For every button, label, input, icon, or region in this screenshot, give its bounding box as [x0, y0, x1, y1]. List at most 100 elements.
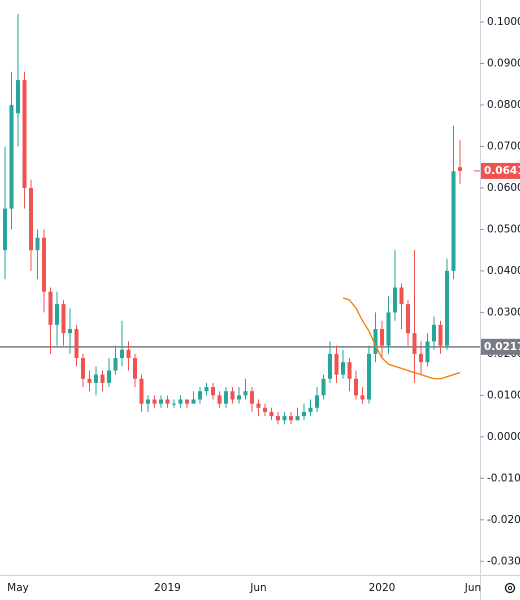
candle-body [204, 387, 209, 392]
candle-body [68, 328, 72, 334]
candle-body [61, 304, 66, 334]
candle-body [282, 416, 287, 421]
candle-body [55, 304, 59, 325]
candle-body [42, 237, 46, 292]
candle-body [302, 411, 306, 417]
settings-icon[interactable] [504, 582, 516, 594]
candle-body [217, 395, 222, 404]
candle-body [367, 353, 371, 400]
candle-body [224, 391, 228, 404]
candle-body [120, 349, 124, 359]
candle-body [159, 399, 163, 404]
candle-body [133, 358, 137, 379]
candle-body [100, 374, 105, 383]
candle-body [269, 411, 274, 417]
candle-body [347, 362, 352, 379]
candle-body [373, 328, 378, 354]
candle-body [393, 287, 397, 313]
candle-body [198, 391, 202, 400]
y-tick-label: -0.0200 [487, 514, 520, 526]
candle-body [458, 167, 462, 171]
candle-body [152, 399, 157, 404]
x-tick-label: Jun [464, 582, 481, 594]
moving-average [342, 297, 461, 380]
candle-body [380, 328, 384, 346]
y-tick-label: 0.0000 [487, 431, 520, 443]
candle-body [354, 378, 358, 396]
candle-body [386, 312, 391, 346]
candle-body [29, 187, 33, 251]
candle-body [211, 387, 215, 396]
candle-body [419, 353, 423, 363]
last-price-box [481, 162, 520, 179]
candle-body [139, 378, 144, 404]
hline-price-label: 0.0217 [484, 341, 520, 353]
x-tick-label: May [7, 582, 29, 594]
candle-body [146, 399, 150, 404]
candle-body [107, 370, 111, 383]
candle-body [412, 333, 417, 354]
candle-body [250, 391, 254, 404]
x-tick-label: Jun [249, 582, 266, 594]
candle-body [399, 287, 404, 305]
candle-body [165, 399, 170, 404]
candle-body [425, 341, 430, 363]
candle-body [178, 399, 183, 404]
candle-body [48, 291, 53, 325]
candle-body [360, 395, 365, 400]
candle-body [276, 416, 280, 421]
candle-body [172, 403, 176, 405]
candle-body [9, 104, 14, 209]
hline-price-box [481, 338, 520, 355]
candle-body [191, 399, 196, 404]
candle-body [295, 416, 300, 421]
candle-body [263, 407, 267, 412]
candle-body [315, 395, 319, 408]
candle-body [321, 378, 326, 396]
candle-body [185, 399, 189, 404]
candle-body [432, 324, 436, 342]
candle-body [16, 80, 20, 114]
candle-body [256, 403, 261, 408]
candle-body [237, 395, 241, 400]
x-tick-label: 2020 [369, 582, 396, 594]
candle-body [113, 358, 118, 371]
x-tick-label: 2019 [154, 582, 181, 594]
candle-body [243, 391, 248, 396]
candle-body [328, 353, 332, 379]
candle-body [230, 391, 235, 400]
last-price-label: 0.0641 [484, 165, 520, 177]
candle-body [126, 349, 131, 359]
candle-body [22, 80, 27, 188]
candle-body [35, 237, 40, 251]
candle-body [445, 270, 449, 346]
candle-body [94, 374, 98, 383]
candle-body [406, 304, 410, 334]
candle-body [451, 171, 456, 271]
candle-body [81, 358, 85, 379]
candle-body [87, 378, 92, 383]
candle-body [289, 416, 293, 421]
candle-body [438, 324, 443, 346]
candle-body [3, 208, 7, 251]
candle-body [308, 407, 313, 412]
gear-ring [504, 582, 516, 594]
gear-hub [507, 585, 513, 591]
candles [3, 13, 462, 425]
candle-body [334, 353, 339, 375]
candle-body [341, 362, 345, 375]
candle-body [74, 328, 79, 359]
